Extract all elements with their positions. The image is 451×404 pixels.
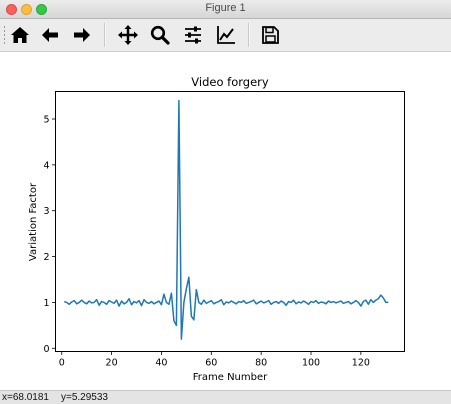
x-tick-label: 120 [352,358,370,369]
y-coordinate-readout: y=5.29533 [61,392,108,403]
figure-canvas[interactable]: Video forgery 0 20 40 60 80 100 120 0 1 2 3 4 5 Fram… [0,52,451,390]
toolbar-separator [248,23,250,47]
x-tick-label: 80 [255,358,267,369]
pan-button[interactable] [116,23,140,47]
move-icon [118,25,138,45]
back-button[interactable] [38,23,62,47]
forward-button[interactable] [70,23,94,47]
zoom-window-button[interactable] [36,4,47,15]
save-button[interactable] [258,23,282,47]
series-line [63,99,389,340]
chart-line-icon [217,26,235,44]
x-tick-label: 0 [59,358,65,369]
x-tick-label: 60 [205,358,217,369]
y-axis-label: Variation Factor [28,182,39,261]
y-tick-label: 0 [43,344,49,355]
configure-subplots-button[interactable] [181,23,205,47]
x-coordinate-readout: x=68.0181 [2,392,49,403]
arrow-right-icon [74,28,90,42]
window-titlebar: Figure 1 [0,0,451,19]
chart-title: Video forgery [191,75,269,89]
zoom-button[interactable] [148,23,172,47]
toolbar [0,19,451,52]
y-tick-label: 3 [43,206,49,217]
status-bar: x=68.0181 y=5.29533 [0,390,451,404]
x-axis-label: Frame Number [193,372,268,383]
toolbar-separator [104,23,106,47]
sliders-icon [185,26,201,44]
x-tick-label: 40 [155,358,167,369]
line-chart: Video forgery 0 20 40 60 80 100 120 0 1 2 3 4 5 Fram… [28,75,405,383]
y-tick-label: 1 [43,298,49,309]
magnifier-icon [150,25,170,45]
y-tick-label: 4 [43,160,49,171]
floppy-disk-icon [262,26,279,44]
x-tick-label: 20 [106,358,118,369]
close-window-button[interactable] [6,4,17,15]
y-tick-label: 2 [43,252,49,263]
x-tick-label: 100 [302,358,320,369]
plot-area [55,91,405,352]
arrow-left-icon [42,28,58,42]
y-tick-label: 5 [43,115,49,126]
home-icon [11,27,29,43]
toolbar-grip[interactable] [3,25,6,45]
home-button[interactable] [8,23,32,47]
window-title: Figure 1 [205,2,246,14]
minimize-window-button[interactable] [21,4,32,15]
edit-axis-button[interactable] [214,23,238,47]
axis-ticks: 0 20 40 60 80 100 120 0 1 2 3 4 5 [43,115,369,369]
